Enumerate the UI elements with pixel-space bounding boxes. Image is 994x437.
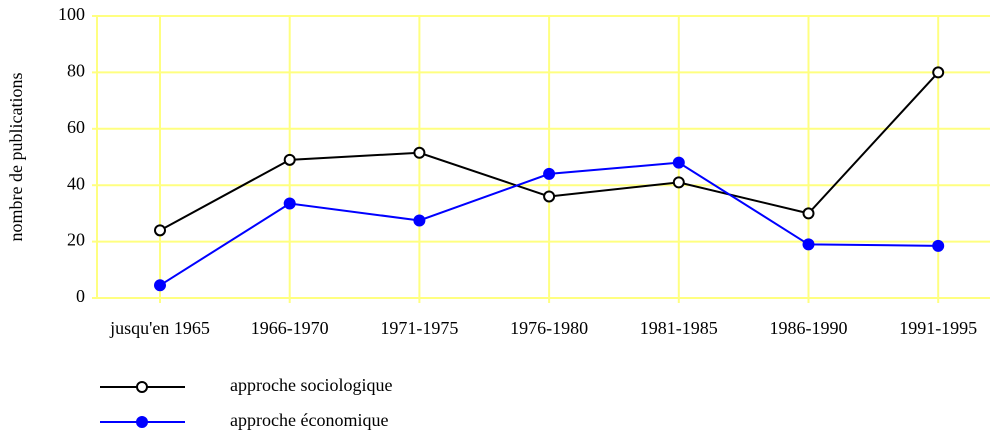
data-point	[932, 66, 945, 79]
data-point	[672, 156, 685, 169]
legend-marker	[136, 381, 148, 393]
x-tick-label: 1976-1980	[510, 318, 588, 338]
data-point	[154, 224, 166, 237]
y-tick-label: 60	[67, 117, 85, 137]
data-point	[543, 167, 556, 180]
data-point	[543, 190, 556, 203]
data-point	[283, 197, 296, 210]
data-point	[802, 238, 815, 251]
data-point	[413, 146, 426, 159]
y-tick-label: 0	[76, 286, 85, 306]
data-point	[932, 239, 945, 252]
x-tick-label: 1986-1990	[770, 318, 848, 338]
x-tick-label: 1971-1975	[380, 318, 458, 338]
x-tick-label: 1991-1995	[899, 318, 977, 338]
y-tick-label: 20	[67, 230, 85, 250]
x-tick-label: jusqu'en 1965	[109, 318, 210, 338]
data-point	[154, 279, 166, 292]
legend-marker	[136, 416, 148, 428]
y-axis-title: nombre de publications	[6, 73, 26, 242]
y-tick-label: 40	[67, 173, 85, 193]
y-tick-label: 100	[58, 4, 85, 24]
y-tick-label: 80	[67, 61, 85, 81]
legend-label: approche sociologique	[230, 375, 392, 395]
x-tick-label: 1981-1985	[640, 318, 718, 338]
data-point	[283, 153, 296, 166]
data-point	[413, 214, 426, 227]
legend-label: approche économique	[230, 410, 388, 430]
x-tick-label: 1966-1970	[251, 318, 329, 338]
data-point	[672, 176, 685, 189]
data-point	[802, 207, 815, 220]
